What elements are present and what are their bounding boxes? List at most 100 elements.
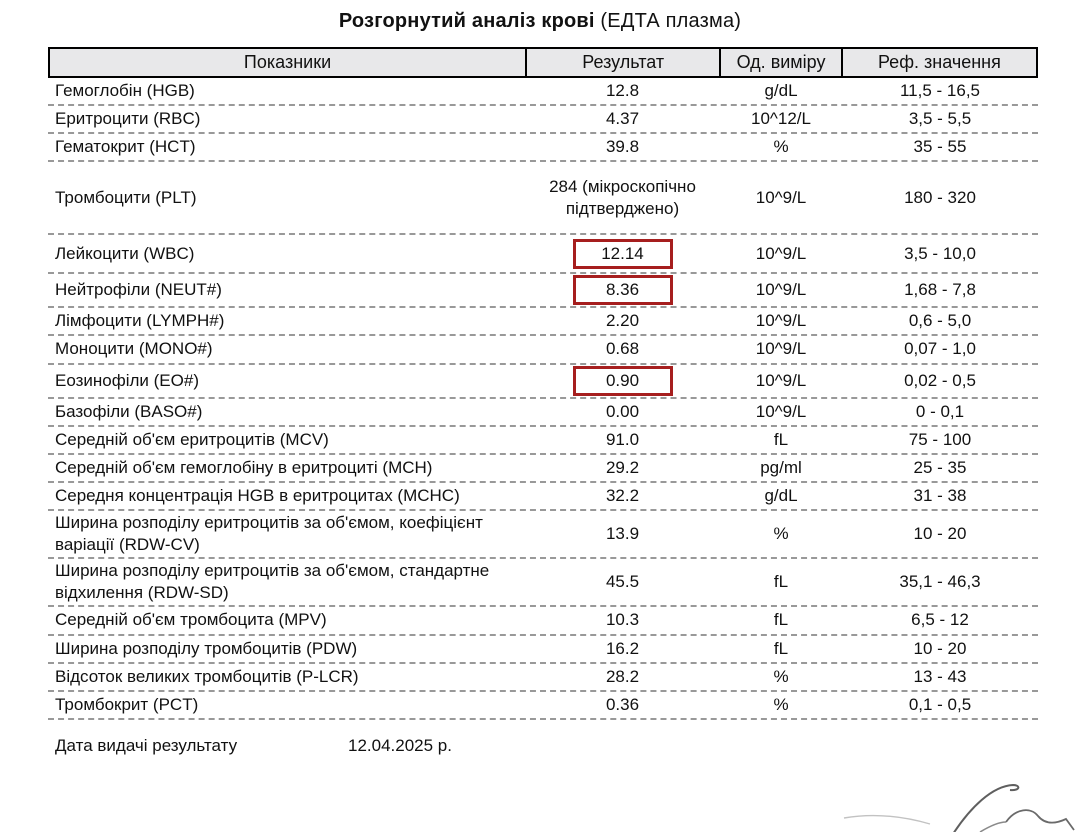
- unit-value: 10^12/L: [751, 109, 811, 129]
- result-cell: 45.5: [525, 570, 720, 594]
- parameter-name: Базофіли (BASO#): [55, 401, 203, 421]
- parameter-name: Середній об'єм еритроцитів (MCV): [55, 429, 329, 449]
- result-value: 0.90: [572, 365, 673, 396]
- reference-range: 25 - 35: [913, 457, 967, 477]
- page-title-sub: (ЕДТА плазма): [594, 10, 742, 32]
- result-value: 39.8: [605, 137, 640, 157]
- parameter-name: Ширина розподілу тромбоцитів (PDW): [55, 638, 358, 658]
- reference-range: 35,1 - 46,3: [899, 572, 981, 592]
- unit-value: pg/ml: [760, 457, 802, 477]
- unit-value: %: [773, 666, 789, 686]
- reference-range: 10 - 20: [913, 524, 967, 544]
- parameter-name: Еритроцити (RBC): [55, 109, 201, 129]
- table-row: Базофіли (BASO#) 0.00 10^9/L 0 - 0,1: [48, 399, 1038, 427]
- reference-range: 0,02 - 0,5: [904, 370, 976, 390]
- table-row: Еритроцити (RBC) 4.37 10^12/L 3,5 - 5,5: [48, 106, 1038, 135]
- table-row: Моноцити (MONO#) 0.68 10^9/L 0,07 - 1,0: [48, 336, 1038, 365]
- header-result: Результат: [525, 49, 719, 76]
- result-cell: 2.20: [525, 309, 720, 333]
- unit-value: 10^9/L: [755, 339, 807, 359]
- result-cell: 12.8: [525, 79, 720, 103]
- table-row: Лімфоцити (LYMPH#) 2.20 10^9/L 0,6 - 5,0: [48, 308, 1038, 337]
- table-row: Відсоток великих тромбоцитів (P-LCR) 28.…: [48, 664, 1038, 692]
- result-cell: 29.2: [525, 456, 720, 480]
- table-row: Ширина розподілу тромбоцитів (PDW) 16.2 …: [48, 636, 1038, 664]
- table-row: Тромбокрит (PCT) 0.36 % 0,1 - 0,5: [48, 692, 1038, 720]
- reference-range: 1,68 - 7,8: [904, 280, 976, 300]
- parameter-name: Тромбокрит (PCT): [55, 694, 199, 714]
- unit-value: fL: [773, 429, 789, 449]
- result-value: 8.36: [572, 275, 673, 306]
- unit-value: fL: [773, 638, 789, 658]
- page-title: Розгорнутий аналіз крові (ЕДТА плазма): [0, 0, 1080, 33]
- table-row: Лейкоцити (WBC) 12.14 10^9/L 3,5 - 10,0: [48, 235, 1038, 275]
- unit-value: 10^9/L: [755, 401, 807, 421]
- table-row: Ширина розподілу еритроцитів за об'ємом,…: [48, 511, 1038, 560]
- parameter-name: Гемоглобін (HGB): [55, 81, 195, 100]
- unit-value: fL: [773, 572, 789, 592]
- parameter-name: Середня концентрація HGB в еритроцитах (…: [55, 485, 460, 505]
- parameter-name: Середній об'єм гемоглобіну в еритроциті …: [55, 457, 433, 477]
- parameter-name: Ширина розподілу еритроцитів за об'ємом,…: [55, 513, 483, 555]
- reference-range: 0,6 - 5,0: [908, 311, 972, 331]
- results-table: Показники Результат Од. виміру Реф. знач…: [48, 47, 1038, 720]
- reference-range: 0,1 - 0,5: [908, 694, 972, 714]
- unit-value: %: [773, 137, 789, 157]
- result-value: 0.36: [605, 694, 640, 714]
- table-row: Середній об'єм тромбоцита (MPV) 10.3 fL …: [48, 607, 1038, 636]
- result-value: 12.8: [605, 81, 640, 100]
- result-value: 0.00: [605, 401, 640, 421]
- header-unit: Од. виміру: [719, 49, 841, 76]
- reference-range: 0,07 - 1,0: [904, 339, 976, 359]
- result-value: 45.5: [605, 572, 640, 592]
- table-row: Гематокрит (HCT) 39.8 % 35 - 55: [48, 134, 1038, 163]
- unit-value: fL: [773, 610, 789, 630]
- result-cell: 0.36: [525, 693, 720, 717]
- result-cell: 91.0: [525, 428, 720, 452]
- table-row: Еозинофіли (EO#) 0.90 10^9/L 0,02 - 0,5: [48, 365, 1038, 399]
- reference-range: 10 - 20: [913, 638, 967, 658]
- result-value: 0.68: [605, 339, 640, 359]
- signature-mark: [843, 783, 1075, 832]
- header-parameters: Показники: [243, 52, 332, 72]
- result-cell: 4.37: [525, 107, 720, 131]
- unit-value: 10^9/L: [755, 280, 807, 300]
- reference-range: 6,5 - 12: [911, 610, 969, 630]
- reference-range: 35 - 55: [913, 137, 967, 157]
- table-row: Середній об'єм гемоглобіну в еритроциті …: [48, 455, 1038, 483]
- reference-range: 11,5 - 16,5: [899, 81, 981, 100]
- result-cell: 284 (мікроскопічно підтверджено): [525, 175, 720, 221]
- table-row: Нейтрофіли (NEUT#) 8.36 10^9/L 1,68 - 7,…: [48, 274, 1038, 309]
- result-value: 32.2: [605, 485, 640, 505]
- parameter-name: Нейтрофіли (NEUT#): [55, 280, 222, 300]
- table-body: Гемоглобін (HGB) 12.8 g/dL 11,5 - 16,5 Е…: [48, 78, 1038, 720]
- unit-value: 10^9/L: [755, 243, 807, 263]
- header-reference: Реф. значення: [840, 49, 1036, 76]
- table-row: Ширина розподілу еритроцитів за об'ємом,…: [48, 559, 1038, 608]
- issue-date-label: Дата видачі результату: [55, 735, 238, 755]
- result-value: 12.14: [572, 238, 673, 269]
- result-value: 29.2: [605, 457, 640, 477]
- result-value: 284 (мікроскопічно підтверджено): [549, 176, 696, 218]
- reference-range: 75 - 100: [908, 429, 972, 449]
- reference-range: 13 - 43: [913, 666, 967, 686]
- unit-value: %: [773, 524, 789, 544]
- result-value: 2.20: [605, 311, 640, 331]
- result-value: 91.0: [605, 429, 640, 449]
- result-cell: 8.36: [525, 275, 720, 306]
- reference-range: 180 - 320: [904, 187, 976, 207]
- result-cell: 13.9: [525, 522, 720, 546]
- parameter-name: Ширина розподілу еритроцитів за об'ємом,…: [55, 561, 490, 603]
- result-cell: 0.68: [525, 337, 720, 361]
- parameter-name: Тромбоцити (PLT): [55, 187, 197, 207]
- unit-value: g/dL: [764, 81, 798, 100]
- result-cell: 0.00: [525, 400, 720, 424]
- result-cell: 16.2: [525, 637, 720, 661]
- unit-value: 10^9/L: [755, 187, 807, 207]
- result-value: 4.37: [605, 109, 640, 129]
- result-value: 16.2: [605, 638, 640, 658]
- parameter-name: Гематокрит (HCT): [55, 137, 196, 157]
- table-row: Тромбоцити (PLT) 284 (мікроскопічно підт…: [48, 162, 1038, 236]
- table-header-row: Показники Результат Од. виміру Реф. знач…: [48, 47, 1038, 78]
